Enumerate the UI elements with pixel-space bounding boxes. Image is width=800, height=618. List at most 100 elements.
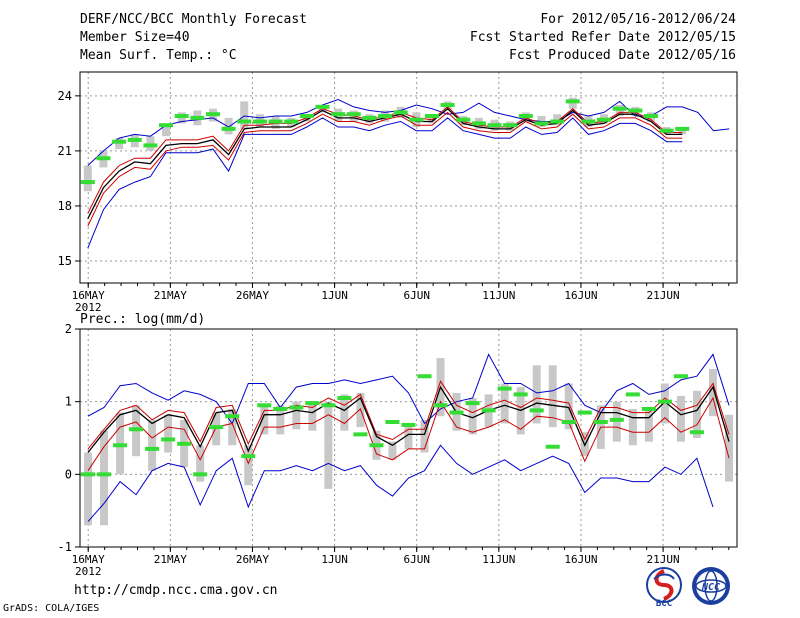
temp-xtick-label: 21MAY bbox=[154, 289, 187, 302]
prec-xtick-label: 26MAY bbox=[236, 553, 269, 566]
temp-median-marker bbox=[299, 114, 314, 119]
temp-median-marker bbox=[112, 139, 127, 144]
prec-median-marker bbox=[289, 405, 304, 410]
temp-median-marker bbox=[205, 112, 220, 117]
temp-ytick-label: 15 bbox=[58, 254, 72, 268]
temp-box bbox=[224, 117, 233, 135]
grads-credit: GrADS: COLA/IGES bbox=[3, 603, 100, 614]
prec-median-marker bbox=[81, 472, 96, 477]
temp-median-marker bbox=[487, 123, 502, 128]
temp-xtick-label: 1JUN bbox=[321, 289, 348, 302]
prec-box bbox=[388, 441, 397, 460]
prec-median-marker bbox=[433, 403, 448, 408]
ncc-logo: NCC bbox=[692, 567, 730, 605]
prec-median-marker bbox=[225, 414, 240, 419]
temp-xtick-label: 16JUN bbox=[564, 289, 597, 302]
temp-median-marker bbox=[190, 115, 205, 120]
temp-median-marker bbox=[284, 119, 299, 124]
prec-ytick-label: 2 bbox=[65, 322, 72, 336]
prec-box bbox=[260, 405, 269, 435]
temperature-chart: 15 18 21 24 16MAY 21MAY 26MAY 1JUN 6JUN 11JUN 16JU… bbox=[58, 71, 738, 314]
temp-median-marker bbox=[393, 110, 408, 115]
temp-median-marker bbox=[565, 99, 580, 104]
temp-xtick-label: 11JUN bbox=[482, 289, 515, 302]
prec-median-marker bbox=[145, 446, 160, 451]
temp-median-marker bbox=[518, 114, 533, 119]
refer-date: Fcst Started Refer Date 2012/05/15 bbox=[469, 30, 736, 45]
prec-median-marker bbox=[689, 430, 704, 435]
temp-ytick-label: 21 bbox=[58, 144, 72, 158]
prec-median-marker bbox=[177, 441, 192, 446]
member-size-label: Member Size=40 bbox=[80, 30, 190, 45]
prec-median-marker bbox=[401, 422, 416, 427]
temp-xtick-label: 16MAY bbox=[72, 289, 105, 302]
prec-box bbox=[100, 430, 109, 526]
prec-xtick-label: 16MAY bbox=[72, 553, 105, 566]
temp-xtick-label: 21JUN bbox=[647, 289, 680, 302]
temp-year-label: 2012 bbox=[75, 301, 102, 314]
prec-median-marker bbox=[593, 420, 608, 425]
temp-frame bbox=[79, 71, 738, 284]
temp-median-marker bbox=[628, 108, 643, 113]
prec-median-marker bbox=[449, 410, 464, 415]
prec-median-marker bbox=[625, 392, 640, 397]
prec-median-marker bbox=[321, 403, 336, 408]
prec-median-marker bbox=[241, 454, 256, 459]
temp-box bbox=[162, 127, 171, 137]
footer-url[interactable]: http://cmdp.ncc.cma.gov.cn bbox=[74, 583, 278, 598]
temp-median-marker bbox=[362, 115, 377, 120]
temp-median-marker bbox=[127, 137, 142, 142]
prec-box bbox=[548, 365, 557, 428]
bcc-logo: BCC bbox=[646, 567, 682, 609]
temp-median-marker bbox=[174, 114, 189, 119]
prec-box bbox=[708, 368, 717, 417]
prec-box bbox=[324, 401, 333, 489]
prec-box bbox=[276, 405, 285, 435]
temp-min-line bbox=[87, 117, 683, 249]
temp-median-marker bbox=[612, 106, 627, 111]
temp-median-marker bbox=[503, 123, 518, 128]
prec-xtick-label: 1JUN bbox=[321, 553, 348, 566]
variable-label: Mean Surf. Temp.: °C bbox=[80, 48, 237, 63]
prec-std-lo-line bbox=[87, 396, 730, 471]
prec-box bbox=[148, 419, 157, 471]
prec-box bbox=[500, 383, 509, 424]
prec-median-marker bbox=[577, 410, 592, 415]
temp-median-marker bbox=[659, 128, 674, 133]
prec-box bbox=[84, 452, 93, 526]
prec-median-marker bbox=[481, 408, 496, 413]
prec-box bbox=[164, 414, 173, 453]
prec-xtick-label: 11JUN bbox=[482, 553, 515, 566]
prec-box bbox=[628, 408, 637, 446]
prec-min-line bbox=[87, 444, 714, 522]
prec-median-marker bbox=[273, 406, 288, 411]
temp-median-marker bbox=[315, 104, 330, 109]
temp-median-marker bbox=[346, 112, 361, 117]
prec-median-marker bbox=[129, 427, 144, 432]
prec-box bbox=[420, 419, 429, 453]
prec-ytick-label: 0 bbox=[65, 467, 72, 481]
prec-median-marker bbox=[609, 417, 624, 422]
temp-median-marker bbox=[550, 119, 565, 124]
prec-year-label: 2012 bbox=[75, 565, 102, 578]
temp-ytick-label: 24 bbox=[58, 89, 72, 103]
prec-xtick-label: 6JUN bbox=[403, 553, 430, 566]
prec-box bbox=[244, 445, 253, 486]
temp-max-line bbox=[87, 98, 730, 166]
temp-median-marker bbox=[456, 117, 471, 122]
bcc-logo-text: BCC bbox=[656, 599, 672, 609]
prec-box bbox=[532, 365, 541, 424]
prec-median-marker bbox=[385, 420, 400, 425]
prec-title: Prec.: log(mm/d) bbox=[80, 312, 205, 327]
prec-median-marker bbox=[417, 374, 432, 379]
prec-std-hi-line bbox=[87, 380, 730, 450]
temp-median-marker bbox=[221, 126, 236, 131]
prec-median-marker bbox=[161, 437, 176, 442]
temp-median-marker bbox=[643, 114, 658, 119]
prec-box bbox=[564, 383, 573, 430]
prec-box bbox=[196, 445, 205, 482]
prec-xtick-label: 16JUN bbox=[564, 553, 597, 566]
prec-median-marker bbox=[113, 443, 128, 448]
temp-median-marker bbox=[237, 119, 252, 124]
